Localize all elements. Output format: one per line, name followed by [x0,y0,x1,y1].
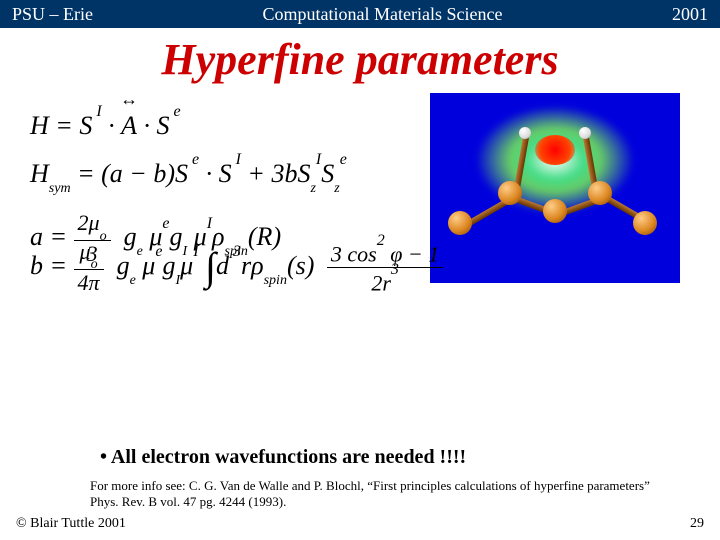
slide-title: Hyperfine parameters [0,34,720,85]
header-center: Computational Materials Science [263,4,503,25]
atom [588,181,612,205]
page-number: 29 [690,516,704,532]
copyright: © Blair Tuttle 2001 [16,516,126,532]
content-area: H = S I · A · S e Hsym = (a − b)S e · S … [0,85,720,95]
atom [543,199,567,223]
header-left: PSU – Erie [12,4,93,25]
reference-text: For more info see: C. G. Van de Walle an… [90,478,650,511]
header-right: 2001 [672,4,708,25]
hydrogen-atom [579,127,591,139]
equation-Hsym: Hsym = (a − b)S e · S I + 3bSzISze [30,159,410,193]
bullet-note: • All electron wavefunctions are needed … [100,446,466,469]
equation-H: H = S I · A · S e [30,111,410,141]
equation-b: b = μo 4π ge μegIμI ∫d 3rρspin(s) 3 cos2… [30,240,690,296]
header-bar: PSU – Erie Computational Materials Scien… [0,0,720,28]
hydrogen-atom [519,127,531,139]
atom [448,211,472,235]
spin-density-hotspot [535,135,575,165]
atom [633,211,657,235]
equation-b-row: b = μo 4π ge μegIμI ∫d 3rρspin(s) 3 cos2… [30,240,690,314]
atom [498,181,522,205]
